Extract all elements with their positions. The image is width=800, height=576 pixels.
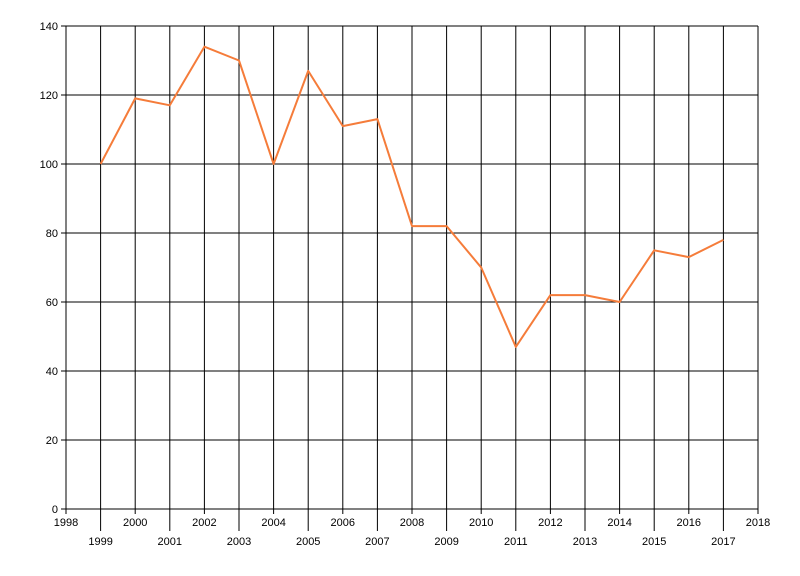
- x-tick-label: 2013: [573, 536, 597, 548]
- x-tick-label: 2012: [538, 517, 562, 529]
- y-tick-label: 80: [46, 228, 58, 240]
- x-tick-label: 2018: [746, 517, 770, 529]
- y-tick-label: 0: [52, 504, 58, 516]
- x-tick-label: 2011: [504, 536, 528, 548]
- x-tick-label: 2007: [365, 536, 389, 548]
- series-line: [99, 45, 724, 348]
- series-layer: [99, 45, 724, 348]
- x-tick-label: 1998: [54, 517, 78, 529]
- y-tick-label: 40: [46, 366, 58, 378]
- x-tick-label: 1999: [88, 536, 112, 548]
- x-tick-label: 2009: [434, 536, 458, 548]
- tick-labels: 0 20 40 60 80 100 120 140 1998 1999 2000 2001 2002 20…: [40, 21, 771, 548]
- x-tick-label: 2004: [261, 517, 285, 529]
- y-tick-label: 120: [40, 90, 58, 102]
- x-tick-label: 2015: [642, 536, 666, 548]
- y-tick-label: 140: [40, 21, 58, 33]
- y-tick-label: 60: [46, 297, 58, 309]
- x-tick-label: 2014: [607, 517, 631, 529]
- x-tick-label: 2006: [331, 517, 355, 529]
- x-tick-label: 2017: [711, 536, 735, 548]
- x-tick-label: 2003: [227, 536, 251, 548]
- grid: [66, 25, 759, 509]
- axes: [61, 25, 759, 531]
- y-tick-label: 20: [46, 435, 58, 447]
- x-tick-label: 2000: [123, 517, 147, 529]
- x-tick-label: 2001: [158, 536, 182, 548]
- y-tick-label: 100: [40, 159, 58, 171]
- x-tick-label: 2005: [296, 536, 320, 548]
- x-tick-label: 2008: [400, 517, 424, 529]
- x-tick-label: 2016: [677, 517, 701, 529]
- x-tick-label: 2002: [192, 517, 216, 529]
- x-tick-label: 2010: [469, 517, 493, 529]
